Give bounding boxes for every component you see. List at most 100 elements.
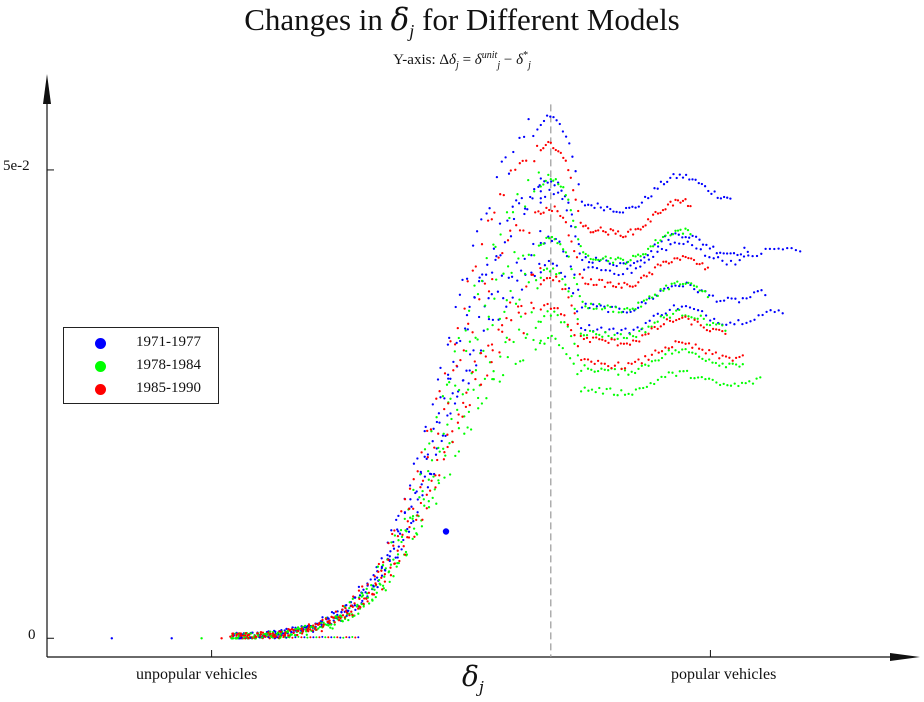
point-1985-1990 xyxy=(711,327,715,331)
point-1985-1990 xyxy=(596,359,600,363)
point-1978-1984 xyxy=(611,261,615,264)
point-1971-1977 xyxy=(656,187,659,190)
point-1978-1984 xyxy=(550,235,554,239)
point-1971-1977 xyxy=(539,197,542,200)
point-1971-1977 xyxy=(373,578,377,581)
point-1971-1977 xyxy=(636,326,639,329)
point-1985-1990 xyxy=(449,340,452,343)
point-1971-1977 xyxy=(563,275,567,278)
point-1985-1990 xyxy=(539,212,542,215)
point-1985-1990 xyxy=(552,146,555,150)
point-1971-1977 xyxy=(537,185,540,189)
point-1985-1990 xyxy=(462,401,465,405)
point-1971-1977 xyxy=(596,202,599,205)
point-1971-1977 xyxy=(426,453,430,456)
point-1985-1990 xyxy=(387,558,390,561)
point-1971-1977 xyxy=(790,246,793,250)
point-1978-1984 xyxy=(569,209,572,212)
point-1985-1990 xyxy=(702,326,705,329)
point-1978-1984 xyxy=(375,591,378,594)
point-1978-1984 xyxy=(623,307,626,311)
point-1985-1990 xyxy=(622,342,626,345)
legend-item-1971-1977: 1971-1977 xyxy=(64,332,218,354)
point-1971-1977 xyxy=(477,280,481,283)
point-tail xyxy=(327,636,330,639)
point-1985-1990 xyxy=(631,285,634,288)
point-1971-1977 xyxy=(468,353,472,356)
point-1978-1984 xyxy=(613,367,617,371)
point-1985-1990 xyxy=(430,479,433,482)
point-1985-1990 xyxy=(262,634,266,637)
point-1978-1984 xyxy=(379,583,382,586)
point-1978-1984 xyxy=(499,355,502,358)
point-1978-1984 xyxy=(371,598,374,601)
point-1971-1977 xyxy=(643,195,647,199)
point-1978-1984 xyxy=(504,340,507,344)
point-1985-1990 xyxy=(292,631,295,635)
point-1985-1990 xyxy=(548,208,551,212)
point-1978-1984 xyxy=(362,605,365,608)
point-1985-1990 xyxy=(510,319,513,322)
point-1971-1977 xyxy=(732,252,736,255)
point-1978-1984 xyxy=(616,256,620,259)
point-1985-1990 xyxy=(530,301,533,304)
point-1978-1984 xyxy=(329,626,332,629)
point-1971-1977 xyxy=(564,135,568,138)
point-1985-1990 xyxy=(567,296,570,299)
point-1985-1990 xyxy=(573,249,576,253)
point-1985-1990 xyxy=(525,159,528,162)
point-1971-1977 xyxy=(410,505,413,508)
point-1971-1977 xyxy=(409,498,412,501)
point-1978-1984 xyxy=(693,377,696,380)
point-1971-1977 xyxy=(773,247,776,251)
point-1971-1977 xyxy=(577,183,580,186)
point-1985-1990 xyxy=(244,631,248,635)
point-1971-1977 xyxy=(559,271,563,275)
point-1985-1990 xyxy=(687,317,690,321)
point-1985-1990 xyxy=(576,322,579,326)
point-1978-1984 xyxy=(381,584,385,587)
legend-item-1985-1990: 1985-1990 xyxy=(64,378,218,400)
point-1985-1990 xyxy=(566,323,569,326)
point-1971-1977 xyxy=(637,205,640,208)
point-1971-1977 xyxy=(395,518,398,522)
point-1971-1977 xyxy=(553,184,556,187)
point-1985-1990 xyxy=(452,369,455,372)
point-1971-1977 xyxy=(454,305,457,309)
point-1971-1977 xyxy=(515,199,518,202)
point-1971-1977 xyxy=(624,206,628,210)
point-1985-1990 xyxy=(320,629,323,633)
point-1971-1977 xyxy=(336,610,339,613)
point-1978-1984 xyxy=(623,369,627,372)
point-1985-1990 xyxy=(229,635,232,638)
point-1971-1977 xyxy=(492,247,496,250)
point-tail xyxy=(306,636,309,639)
point-1978-1984 xyxy=(626,260,630,264)
point-1971-1977 xyxy=(656,312,659,315)
point-1978-1984 xyxy=(392,558,395,561)
point-1978-1984 xyxy=(427,500,430,503)
point-1978-1984 xyxy=(517,328,521,331)
point-1978-1984 xyxy=(681,348,684,351)
point-1971-1977 xyxy=(451,392,454,395)
point-1985-1990 xyxy=(624,235,627,238)
point-1985-1990 xyxy=(508,301,512,304)
point-1971-1977 xyxy=(618,307,621,310)
point-1985-1990 xyxy=(676,199,680,202)
point-1985-1990 xyxy=(675,318,678,322)
point-1985-1990 xyxy=(292,629,295,632)
x-axis-arrow xyxy=(890,653,920,661)
point-1978-1984 xyxy=(578,294,581,298)
point-1978-1984 xyxy=(505,299,508,302)
point-1971-1977 xyxy=(558,122,561,126)
point-1978-1984 xyxy=(613,333,616,337)
point-1978-1984 xyxy=(583,386,586,389)
point-1985-1990 xyxy=(296,633,299,637)
point-1978-1984 xyxy=(629,259,632,262)
point-1971-1977 xyxy=(700,182,704,186)
point-1971-1977 xyxy=(426,486,430,489)
point-1978-1984 xyxy=(733,382,736,385)
point-1978-1984 xyxy=(356,603,359,607)
point-1985-1990 xyxy=(416,470,419,473)
point-tail xyxy=(235,637,238,640)
